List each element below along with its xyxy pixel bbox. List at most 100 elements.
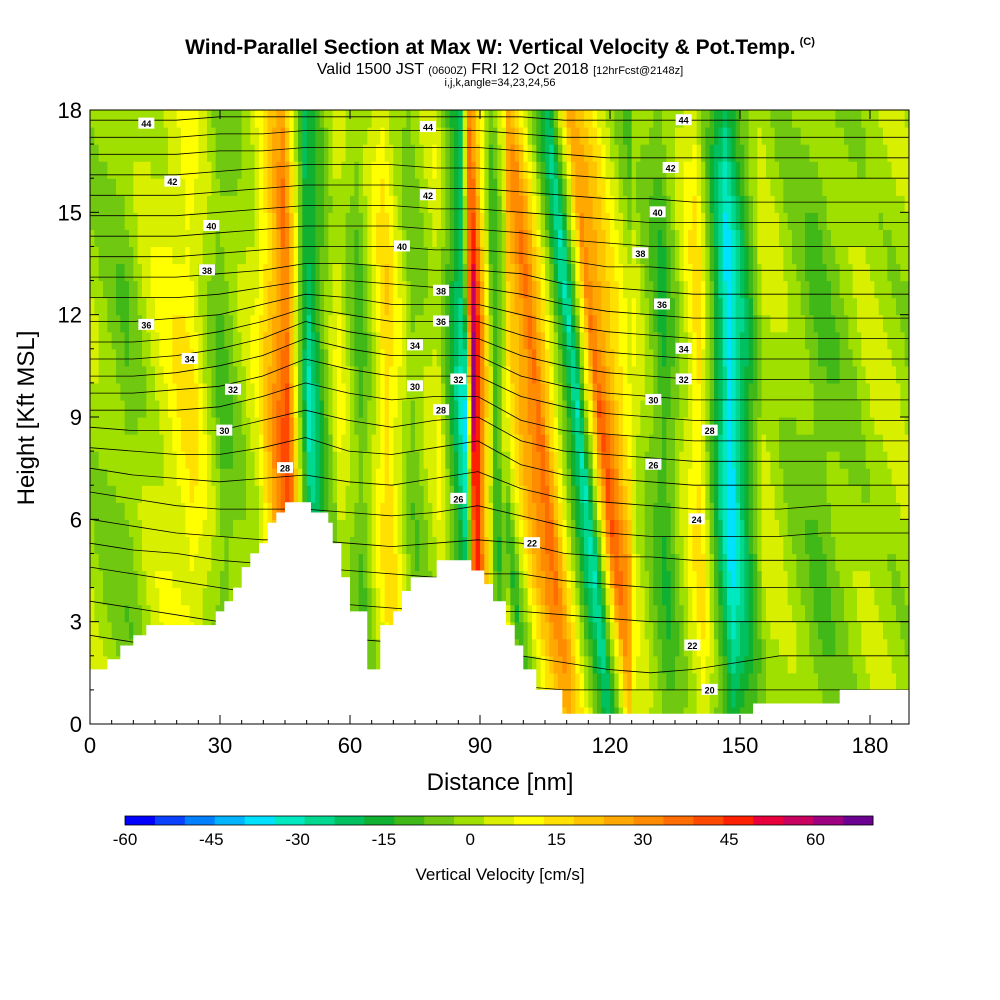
velocity-cell — [189, 519, 195, 537]
velocity-cell — [371, 212, 377, 230]
velocity-cell — [94, 280, 100, 299]
velocity-cell — [545, 468, 550, 486]
velocity-cell — [579, 451, 585, 469]
velocity-cell — [319, 229, 325, 248]
velocity-cell — [631, 195, 637, 213]
velocity-cell — [484, 451, 490, 469]
velocity-cell — [454, 382, 459, 401]
velocity-cell — [328, 365, 334, 384]
velocity-cell — [155, 451, 160, 469]
velocity-cell — [172, 382, 178, 401]
velocity-cell — [267, 212, 273, 230]
velocity-cell — [423, 178, 429, 196]
velocity-cell — [194, 331, 199, 350]
velocity-cell — [367, 178, 373, 196]
velocity-cell — [523, 331, 529, 350]
velocity-cell — [545, 161, 550, 179]
velocity-cell — [597, 536, 602, 555]
velocity-cell — [506, 297, 511, 316]
velocity-cell — [380, 468, 386, 486]
velocity-cell — [679, 485, 685, 503]
velocity-cell — [480, 451, 485, 469]
velocity-cell — [276, 451, 282, 469]
velocity-cell — [675, 604, 680, 623]
velocity-cell — [601, 621, 607, 640]
velocity-cell — [683, 195, 689, 213]
velocity-cell — [328, 212, 334, 230]
velocity-cell — [124, 195, 130, 213]
velocity-cell — [653, 314, 659, 333]
velocity-cell — [259, 502, 264, 520]
velocity-cell — [627, 195, 633, 213]
velocity-cell — [462, 297, 468, 316]
velocity-cell — [98, 280, 104, 299]
velocity-cell — [94, 434, 100, 452]
velocity-cell — [497, 314, 503, 333]
velocity-cell — [103, 212, 108, 230]
velocity-cell — [588, 229, 594, 248]
velocity-cell — [168, 280, 173, 299]
velocity-cell — [471, 468, 477, 486]
velocity-cell — [376, 451, 381, 469]
velocity-cell — [527, 519, 533, 537]
velocity-cell — [454, 161, 459, 179]
velocity-cell — [523, 485, 529, 503]
velocity-cell — [107, 587, 113, 606]
velocity-cell — [254, 229, 260, 248]
velocity-cell — [436, 246, 442, 265]
velocity-cell — [527, 638, 533, 657]
velocity-cell — [597, 178, 602, 196]
velocity-cell — [662, 399, 667, 418]
velocity-cell — [345, 502, 351, 520]
velocity-cell — [644, 570, 650, 589]
velocity-cell — [263, 280, 269, 299]
velocity-cell — [688, 689, 693, 708]
velocity-cell — [458, 417, 464, 435]
velocity-cell — [683, 621, 689, 640]
velocity-cell — [553, 536, 559, 555]
velocity-cell — [675, 434, 680, 452]
velocity-cell — [272, 399, 277, 418]
velocity-cell — [458, 195, 464, 213]
velocity-cell — [488, 553, 494, 572]
velocity-cell — [601, 161, 607, 179]
velocity-cell — [644, 110, 650, 128]
velocity-cell — [562, 382, 568, 401]
velocity-cell — [688, 434, 693, 452]
velocity-cell — [311, 468, 316, 486]
velocity-cell — [527, 451, 533, 469]
velocity-cell — [527, 195, 533, 213]
velocity-cell — [311, 280, 316, 299]
velocity-cell — [371, 451, 377, 469]
velocity-cell — [497, 280, 503, 299]
velocity-cell — [428, 280, 433, 299]
velocity-cell — [233, 144, 238, 162]
velocity-cell — [614, 417, 620, 435]
velocity-cell — [220, 127, 225, 145]
velocity-cell — [410, 280, 416, 299]
velocity-cell — [575, 263, 581, 282]
velocity-cell — [94, 604, 100, 623]
velocity-cell — [237, 314, 243, 333]
velocity-cell — [254, 297, 260, 316]
velocity-cell — [202, 587, 208, 606]
velocity-cell — [454, 314, 459, 333]
velocity-cell — [332, 212, 338, 230]
velocity-cell — [150, 178, 156, 196]
velocity-cell — [185, 246, 191, 265]
velocity-cell — [332, 417, 338, 435]
velocity-cell — [98, 297, 104, 316]
velocity-cell — [519, 246, 524, 265]
velocity-cell — [566, 621, 572, 640]
velocity-cell — [497, 382, 503, 401]
velocity-cell — [207, 229, 212, 248]
velocity-cell — [103, 348, 108, 367]
velocity-cell — [423, 536, 429, 555]
velocity-cell — [185, 519, 191, 537]
velocity-cell — [423, 263, 429, 282]
velocity-cell — [523, 195, 529, 213]
velocity-cell — [467, 178, 472, 196]
velocity-cell — [259, 417, 264, 435]
velocity-cell — [302, 195, 308, 213]
velocity-cell — [254, 314, 260, 333]
